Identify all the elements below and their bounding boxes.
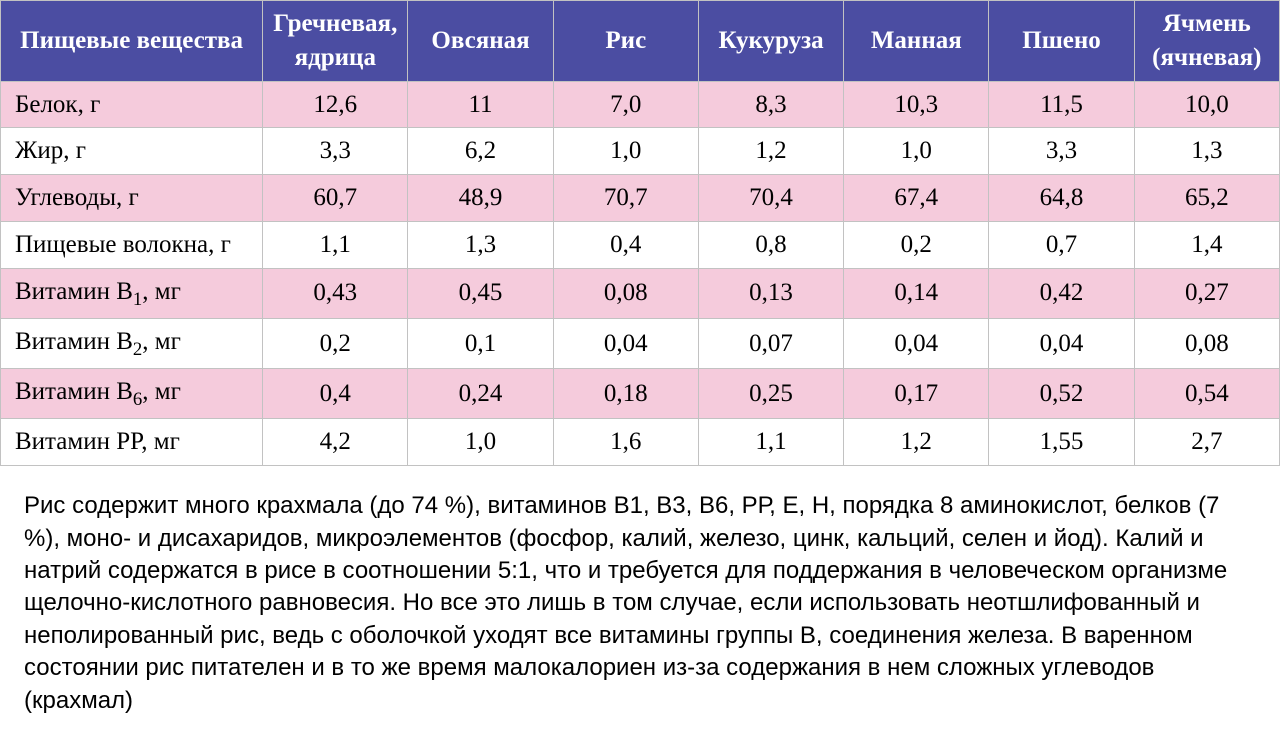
caption-paragraph: Рис содержит много крахмала (до 74 %), в… <box>0 466 1280 735</box>
cell: 3,3 <box>263 128 408 175</box>
table-body: Белок, г12,6117,08,310,311,510,0Жир, г3,… <box>1 81 1280 466</box>
cell: 12,6 <box>263 81 408 128</box>
nutrition-table: Пищевые вещества Гречневая, ядрица Овсян… <box>0 0 1280 466</box>
col-header: Овсяная <box>408 1 553 82</box>
cell: 0,08 <box>553 268 698 318</box>
cell: 0,04 <box>989 318 1134 368</box>
cell: 0,04 <box>553 318 698 368</box>
cell: 6,2 <box>408 128 553 175</box>
cell: 0,45 <box>408 268 553 318</box>
cell: 1,3 <box>1134 128 1279 175</box>
row-label: Белок, г <box>1 81 263 128</box>
table-header-row: Пищевые вещества Гречневая, ядрица Овсян… <box>1 1 1280 82</box>
cell: 0,4 <box>263 369 408 419</box>
cell: 65,2 <box>1134 175 1279 222</box>
row-label: Жир, г <box>1 128 263 175</box>
col-header: Рис <box>553 1 698 82</box>
cell: 3,3 <box>989 128 1134 175</box>
table-row: Пищевые волокна, г1,11,30,40,80,20,71,4 <box>1 221 1280 268</box>
cell: 0,42 <box>989 268 1134 318</box>
row-label: Витамин B2, мг <box>1 318 263 368</box>
cell: 10,0 <box>1134 81 1279 128</box>
cell: 8,3 <box>698 81 843 128</box>
row-label: Пищевые волокна, г <box>1 221 263 268</box>
cell: 0,2 <box>263 318 408 368</box>
cell: 1,0 <box>408 419 553 466</box>
cell: 1,0 <box>553 128 698 175</box>
table-row: Жир, г3,36,21,01,21,03,31,3 <box>1 128 1280 175</box>
cell: 0,24 <box>408 369 553 419</box>
row-label: Витамин B1, мг <box>1 268 263 318</box>
row-label: Углеводы, г <box>1 175 263 222</box>
cell: 0,1 <box>408 318 553 368</box>
cell: 4,2 <box>263 419 408 466</box>
row-label: Витамин PP, мг <box>1 419 263 466</box>
cell: 0,52 <box>989 369 1134 419</box>
cell: 48,9 <box>408 175 553 222</box>
col-header: Гречневая, ядрица <box>263 1 408 82</box>
table-row: Белок, г12,6117,08,310,311,510,0 <box>1 81 1280 128</box>
col-header: Кукуруза <box>698 1 843 82</box>
cell: 1,6 <box>553 419 698 466</box>
cell: 0,07 <box>698 318 843 368</box>
cell: 0,08 <box>1134 318 1279 368</box>
cell: 0,7 <box>989 221 1134 268</box>
cell: 0,25 <box>698 369 843 419</box>
cell: 0,2 <box>844 221 989 268</box>
cell: 70,4 <box>698 175 843 222</box>
cell: 0,43 <box>263 268 408 318</box>
row-label: Витамин B6, мг <box>1 369 263 419</box>
cell: 1,2 <box>844 419 989 466</box>
cell: 1,1 <box>698 419 843 466</box>
cell: 0,27 <box>1134 268 1279 318</box>
cell: 11 <box>408 81 553 128</box>
col-header: Манная <box>844 1 989 82</box>
cell: 0,13 <box>698 268 843 318</box>
table-row: Витамин B2, мг0,20,10,040,070,040,040,08 <box>1 318 1280 368</box>
table-row: Витамин PP, мг4,21,01,61,11,21,552,7 <box>1 419 1280 466</box>
cell: 11,5 <box>989 81 1134 128</box>
cell: 0,4 <box>553 221 698 268</box>
cell: 1,2 <box>698 128 843 175</box>
cell: 0,14 <box>844 268 989 318</box>
table-row: Углеводы, г60,748,970,770,467,464,865,2 <box>1 175 1280 222</box>
cell: 7,0 <box>553 81 698 128</box>
cell: 1,55 <box>989 419 1134 466</box>
cell: 70,7 <box>553 175 698 222</box>
cell: 1,1 <box>263 221 408 268</box>
table-row: Витамин B6, мг0,40,240,180,250,170,520,5… <box>1 369 1280 419</box>
cell: 64,8 <box>989 175 1134 222</box>
cell: 0,18 <box>553 369 698 419</box>
cell: 1,3 <box>408 221 553 268</box>
cell: 0,04 <box>844 318 989 368</box>
col-header: Пшено <box>989 1 1134 82</box>
cell: 67,4 <box>844 175 989 222</box>
table-row: Витамин B1, мг0,430,450,080,130,140,420,… <box>1 268 1280 318</box>
cell: 2,7 <box>1134 419 1279 466</box>
cell: 0,54 <box>1134 369 1279 419</box>
cell: 0,8 <box>698 221 843 268</box>
cell: 1,4 <box>1134 221 1279 268</box>
col-header: Пищевые вещества <box>1 1 263 82</box>
cell: 1,0 <box>844 128 989 175</box>
cell: 10,3 <box>844 81 989 128</box>
col-header: Ячмень (ячневая) <box>1134 1 1279 82</box>
cell: 0,17 <box>844 369 989 419</box>
cell: 60,7 <box>263 175 408 222</box>
